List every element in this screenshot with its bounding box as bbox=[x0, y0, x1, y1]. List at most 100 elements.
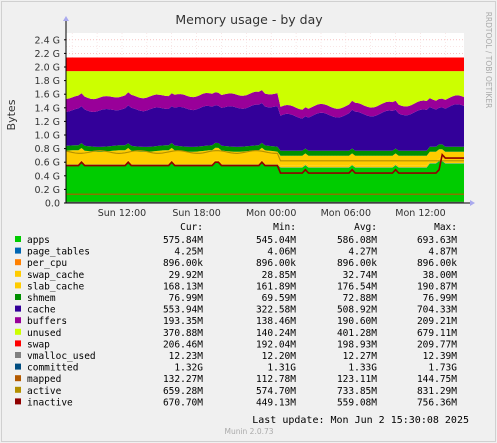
legend-avg: 4.27M bbox=[348, 247, 377, 258]
munin-footer: Munin 2.0.73 bbox=[224, 427, 273, 436]
x-tick-label: Mon 00:00 bbox=[246, 208, 296, 219]
axes bbox=[63, 16, 475, 206]
legend-row: page_tables 4.25M 4.06M 4.27M 4.87M bbox=[15, 247, 457, 258]
legend-max: 693.63M bbox=[417, 235, 457, 246]
legend-cur: 132.27M bbox=[163, 374, 203, 385]
area-unused bbox=[66, 71, 464, 110]
legend-swatch bbox=[15, 247, 21, 254]
y-tick-label: 2.0 G bbox=[35, 63, 61, 74]
legend-swatch bbox=[15, 386, 21, 393]
legend-max: 209.21M bbox=[417, 316, 457, 327]
legend-max: 704.33M bbox=[417, 305, 457, 316]
y-tick-labels: 0.0 0.2 G 0.4 G 0.6 G 0.8 G 1.0 G 1.2 G 1.4 G 1.… bbox=[35, 35, 66, 210]
legend-cur: 76.99M bbox=[169, 293, 204, 304]
legend-name: active bbox=[27, 386, 62, 397]
legend-cur: 1.32G bbox=[174, 363, 203, 374]
legend-max: 190.87M bbox=[417, 281, 457, 292]
x-tick-label: Mon 12:00 bbox=[395, 208, 445, 219]
legend-row: unused 370.88M 140.24M 401.28M 679.11M bbox=[15, 328, 457, 339]
x-tick-label: Sun 18:00 bbox=[172, 208, 220, 219]
y-tick-label: 0.2 G bbox=[35, 185, 61, 196]
legend-max: 4.87M bbox=[428, 247, 457, 258]
legend-header-max: Max: bbox=[434, 222, 457, 233]
legend-cur: 370.88M bbox=[163, 328, 203, 339]
area-buffers bbox=[66, 90, 464, 119]
legend-min: 322.58M bbox=[256, 305, 296, 316]
legend-min: 1.31G bbox=[267, 363, 296, 374]
line-series bbox=[65, 150, 464, 203]
legend-cur: 168.13M bbox=[163, 281, 203, 292]
legend-name: buffers bbox=[27, 316, 67, 327]
legend-header-cur: Cur: bbox=[180, 222, 203, 233]
legend-swatch bbox=[15, 398, 21, 405]
y-tick-label: 0.8 G bbox=[35, 144, 61, 155]
legend-name: cache bbox=[27, 305, 56, 316]
legend-swatch bbox=[15, 375, 21, 382]
x-tick-labels: Sun 12:00 Sun 18:00 Mon 00:00 Mon 06:00 Mon … bbox=[98, 208, 446, 219]
legend-max: 209.77M bbox=[417, 339, 457, 350]
legend-min: 192.04M bbox=[256, 339, 296, 350]
legend-cur: 896.00k bbox=[163, 258, 203, 269]
legend-header-min: Min: bbox=[273, 222, 296, 233]
legend-row: buffers 193.35M 138.46M 190.60M 209.21M bbox=[15, 316, 457, 327]
legend-swatch bbox=[15, 294, 21, 300]
legend-header-avg: Avg: bbox=[354, 222, 377, 233]
legend-row: committed 1.32G 1.31G 1.33G 1.73G bbox=[15, 363, 457, 374]
line-active bbox=[65, 150, 464, 162]
legend-max: 38.00M bbox=[423, 270, 458, 281]
legend-avg: 123.11M bbox=[337, 374, 377, 385]
legend-max: 144.75M bbox=[417, 374, 457, 385]
legend-max: 12.39M bbox=[423, 351, 458, 362]
legend-avg: 508.92M bbox=[337, 305, 377, 316]
legend-avg: 1.33G bbox=[348, 363, 377, 374]
legend-row: shmem 76.99M 69.59M 72.88M 76.99M bbox=[15, 293, 457, 304]
area-swap bbox=[66, 57, 464, 72]
legend-name: swap bbox=[27, 339, 50, 350]
legend-table: Cur: Min: Avg: Max: apps 575.84M 545.04M 586.08… bbox=[15, 222, 457, 408]
legend-avg: 176.54M bbox=[337, 281, 377, 292]
area-apps bbox=[66, 161, 464, 203]
legend-min: 545.04M bbox=[256, 235, 296, 246]
legend-max: 679.11M bbox=[417, 328, 457, 339]
legend-avg: 12.27M bbox=[343, 351, 378, 362]
legend-avg: 32.74M bbox=[343, 270, 378, 281]
legend-min: 138.46M bbox=[256, 316, 296, 327]
legend-row: cache 553.94M 322.58M 508.92M 704.33M bbox=[15, 305, 457, 316]
last-update-text: Last update: Mon Jun 2 15:30:08 2025 bbox=[252, 415, 469, 426]
legend-avg: 559.08M bbox=[337, 397, 377, 408]
y-tick-label: 1.2 G bbox=[35, 117, 61, 128]
x-tick-label: Sun 12:00 bbox=[98, 208, 146, 219]
y-tick-label: 1.0 G bbox=[35, 131, 61, 142]
legend-swatch bbox=[15, 259, 21, 266]
legend-name: slab_cache bbox=[27, 281, 84, 292]
y-axis-label: Bytes bbox=[5, 99, 18, 130]
rrdtool-side-label: RRDTOOL / TOBI OETIKER bbox=[484, 12, 493, 109]
legend-min: 161.89M bbox=[256, 281, 296, 292]
y-tick-label: 0.6 G bbox=[35, 158, 61, 169]
legend-min: 449.13M bbox=[256, 397, 296, 408]
legend-avg: 896.00k bbox=[337, 258, 377, 269]
legend-swatch bbox=[15, 236, 21, 242]
legend-name: shmem bbox=[27, 293, 56, 304]
legend-avg: 586.08M bbox=[337, 235, 377, 246]
legend-swatch bbox=[15, 328, 21, 335]
legend-avg: 733.85M bbox=[337, 386, 377, 397]
legend-avg: 401.28M bbox=[337, 328, 377, 339]
legend-row: per_cpu 896.00k 896.00k 896.00k 896.00k bbox=[15, 258, 457, 269]
legend-name: page_tables bbox=[27, 247, 90, 258]
y-tick-label: 0.4 G bbox=[35, 171, 61, 182]
legend-avg: 198.93M bbox=[337, 339, 377, 350]
x-axis-arrow bbox=[470, 200, 475, 206]
legend-swatch bbox=[15, 340, 21, 347]
legend-name: mapped bbox=[27, 374, 61, 385]
legend-name: apps bbox=[27, 235, 50, 246]
legend-min: 140.24M bbox=[256, 328, 296, 339]
legend-name: inactive bbox=[27, 397, 73, 408]
legend-row: apps 575.84M 545.04M 586.08M 693.63M bbox=[15, 235, 457, 246]
legend-min: 4.06M bbox=[267, 247, 296, 258]
legend-cur: 12.23M bbox=[169, 351, 204, 362]
legend-cur: 29.92M bbox=[169, 270, 204, 281]
legend-swatch bbox=[15, 317, 21, 324]
x-tick-label: Mon 06:00 bbox=[321, 208, 371, 219]
